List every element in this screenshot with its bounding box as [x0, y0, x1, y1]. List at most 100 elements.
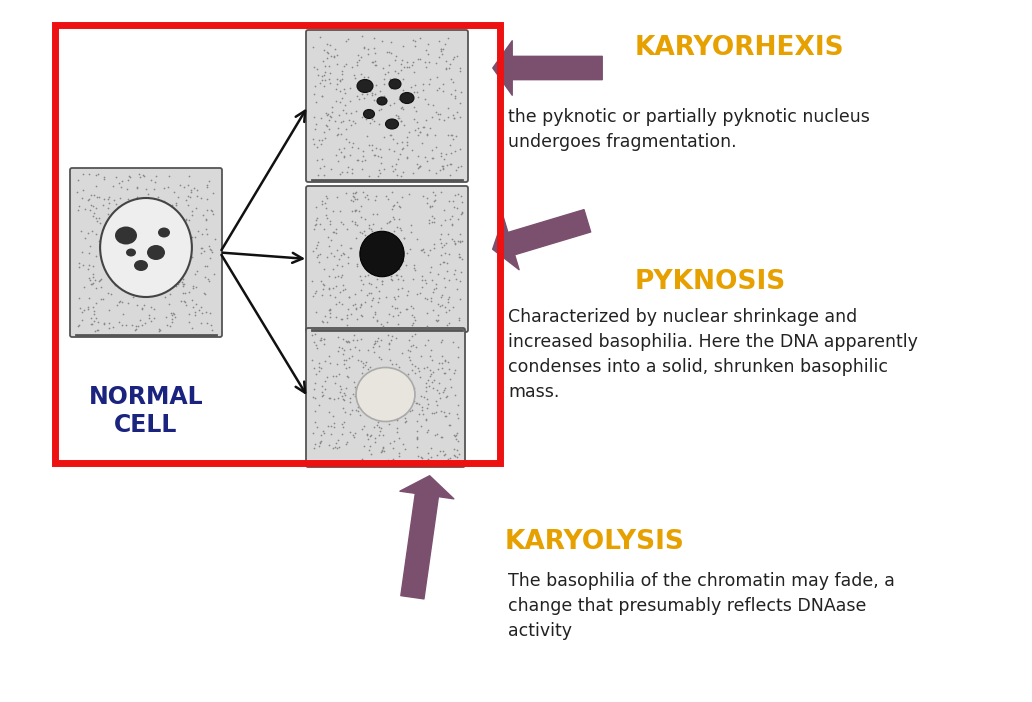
Point [356, 43, 373, 54]
Text: The basophilia of the chromatin may fade, a
change that presumably reflects DNAa: The basophilia of the chromatin may fade… [508, 572, 895, 640]
Point [368, 281, 385, 292]
Point [321, 240, 337, 251]
Point [308, 377, 324, 388]
Point [161, 298, 178, 310]
Point [438, 301, 454, 312]
Point [328, 245, 345, 256]
Point [197, 272, 214, 283]
Point [366, 59, 383, 70]
Point [453, 206, 470, 218]
Point [414, 138, 430, 149]
Point [146, 303, 162, 314]
Point [386, 401, 402, 412]
Point [420, 48, 437, 60]
Point [332, 97, 349, 108]
Point [381, 406, 397, 417]
Point [325, 251, 342, 262]
Point [362, 287, 379, 298]
Point [126, 231, 142, 242]
Point [362, 224, 379, 235]
Point [449, 202, 465, 213]
Point [317, 60, 333, 72]
Ellipse shape [400, 93, 414, 103]
Point [334, 105, 351, 116]
Point [120, 298, 136, 309]
Point [414, 452, 430, 463]
Point [156, 196, 172, 207]
Point [344, 216, 360, 227]
Point [414, 282, 430, 293]
Point [411, 161, 427, 173]
Point [402, 300, 419, 312]
Point [88, 229, 104, 240]
Point [381, 380, 397, 391]
Point [342, 95, 358, 106]
Point [157, 234, 173, 246]
Point [433, 357, 450, 369]
Point [405, 340, 421, 351]
Point [355, 187, 372, 198]
Point [395, 247, 412, 258]
Point [384, 204, 400, 215]
Point [334, 421, 351, 432]
Point [321, 123, 337, 134]
Point [338, 437, 355, 448]
Point [305, 362, 322, 373]
Point [120, 175, 136, 186]
Point [343, 107, 359, 119]
Point [370, 403, 387, 414]
Point [361, 430, 378, 442]
Point [450, 314, 466, 326]
Point [367, 150, 384, 161]
Point [134, 303, 151, 314]
Point [419, 197, 436, 208]
Point [338, 362, 355, 373]
Point [447, 390, 463, 401]
Point [313, 430, 329, 441]
Point [409, 289, 425, 300]
Point [428, 71, 445, 82]
Point [89, 216, 105, 227]
Point [353, 333, 369, 345]
Point [427, 279, 444, 290]
Point [321, 406, 337, 418]
Point [381, 46, 397, 58]
Point [142, 315, 159, 326]
Point [386, 403, 402, 414]
Point [390, 362, 407, 373]
Point [399, 61, 416, 72]
Point [327, 83, 344, 94]
Point [378, 263, 394, 274]
Point [360, 270, 377, 281]
Point [345, 138, 361, 149]
Point [322, 357, 338, 369]
Point [376, 257, 392, 268]
Point [400, 369, 417, 380]
Point [84, 279, 100, 290]
Point [325, 205, 342, 216]
FancyBboxPatch shape [307, 186, 467, 332]
Point [160, 226, 176, 237]
Point [437, 282, 453, 293]
Point [374, 445, 390, 456]
Point [363, 226, 380, 237]
Point [331, 109, 348, 120]
Point [405, 383, 421, 395]
Point [393, 404, 410, 415]
Point [382, 215, 398, 226]
Point [146, 226, 162, 237]
Point [392, 201, 409, 213]
Point [349, 60, 365, 71]
Point [375, 374, 391, 385]
Point [398, 136, 415, 147]
Point [389, 222, 406, 233]
Point [154, 216, 170, 227]
Point [342, 397, 358, 408]
Point [446, 112, 462, 124]
Point [96, 319, 112, 330]
Point [313, 333, 329, 344]
Point [348, 205, 364, 216]
Point [362, 441, 379, 452]
Point [188, 298, 204, 310]
Point [172, 296, 189, 307]
